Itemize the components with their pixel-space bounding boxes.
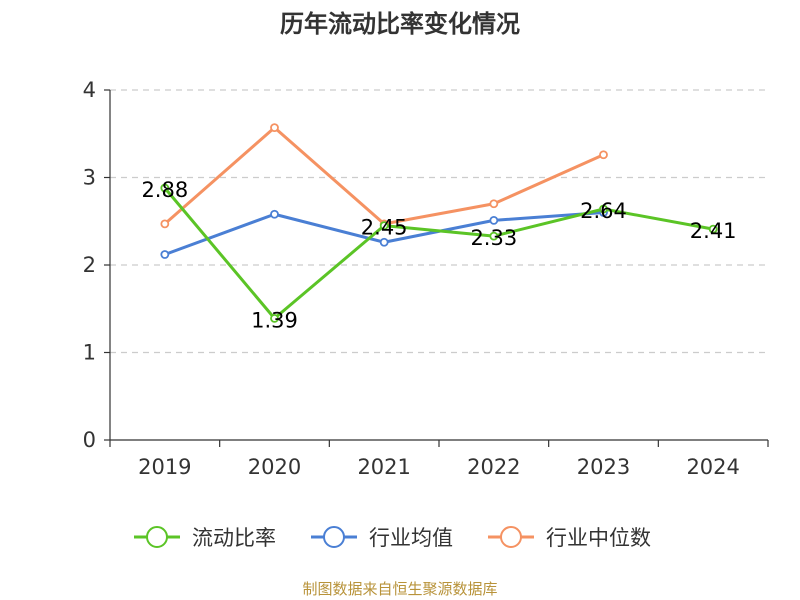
series-layer [160,123,718,323]
legend-marker-0 [146,526,168,548]
series-point-0 [270,313,279,323]
series-point-2 [489,199,499,209]
legend-marker-2 [500,526,522,548]
series-point-1 [489,215,499,225]
series-point-0 [160,183,170,193]
x-tick-label: 2024 [686,455,739,479]
legend: 流动比率 行业均值 行业中位数 [134,526,651,550]
legend-label-1: 行业均值 [369,526,453,550]
x-tick-label: 2023 [577,455,630,479]
data-labels: 2.88 1.39 2.45 2.33 2.64 2.41 [141,178,736,332]
legend-marker-1 [323,526,345,548]
y-tick-label: 2 [83,253,96,277]
chart-title: 历年流动比率变化情况 [280,10,520,38]
y-tick-label: 1 [83,341,96,365]
x-tick-label: 2021 [357,455,410,479]
series-point-1 [160,250,170,259]
legend-label-0: 流动比率 [192,526,276,550]
data-label: 2.88 [141,178,188,202]
series-point-2 [270,123,279,133]
series-point-1 [379,237,389,247]
legend-label-2: 行业中位数 [546,526,651,550]
axes: 0 1 2 3 4 2019 2020 2021 2022 2023 2024 [83,78,769,479]
series-point-1 [270,209,279,219]
x-tick-label: 2020 [248,455,301,479]
y-tick-label: 0 [83,428,96,452]
data-label: 2.33 [470,226,517,250]
series-line-0 [163,186,715,320]
data-label: 2.64 [580,199,627,223]
series-point-2 [599,150,608,160]
data-label: 2.41 [690,219,737,243]
series-point-0 [599,204,608,214]
x-tick-label: 2022 [467,455,520,479]
data-label: 2.45 [361,216,408,240]
series-point-2 [160,219,170,229]
series-point-0 [379,221,389,231]
x-tick-label: 2019 [138,455,191,479]
series-point-0 [708,224,718,234]
data-label: 1.39 [251,308,298,332]
source-note: 制图数据来自恒生聚源数据库 [302,580,497,598]
series-point-0 [489,231,499,241]
y-tick-label: 3 [83,166,96,190]
series-line-2 [163,126,605,226]
y-tick-label: 4 [83,78,96,102]
